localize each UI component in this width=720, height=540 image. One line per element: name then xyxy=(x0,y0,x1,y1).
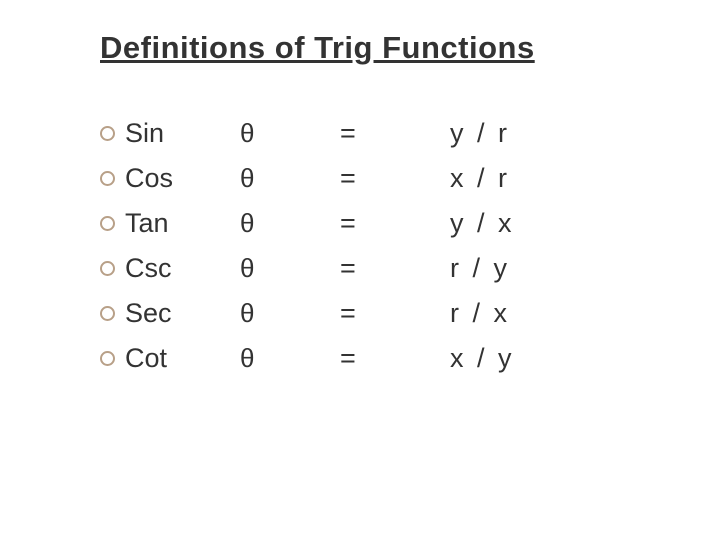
definition-sin: y / r xyxy=(450,118,640,149)
bullet-icon xyxy=(100,126,115,141)
definition-cos: x / r xyxy=(450,163,640,194)
bullet-icon xyxy=(100,351,115,366)
fn-label-cot: Cot xyxy=(125,343,167,374)
row-tan: Tan xyxy=(100,208,240,239)
row-cos: Cos xyxy=(100,163,240,194)
definition-csc: r / y xyxy=(450,253,640,284)
bullet-icon xyxy=(100,306,115,321)
slide: Definitions of Trig Functions Sin θ = y … xyxy=(0,0,720,414)
fn-label-tan: Tan xyxy=(125,208,169,239)
row-sin: Sin xyxy=(100,118,240,149)
fn-label-sin: Sin xyxy=(125,118,164,149)
equals-sign: = xyxy=(330,163,450,194)
definition-tan: y / x xyxy=(450,208,640,239)
definition-sec: r / x xyxy=(450,298,640,329)
definitions-grid: Sin θ = y / r Cos θ = x / r Tan θ = y / … xyxy=(100,118,630,374)
fn-label-cos: Cos xyxy=(125,163,173,194)
theta-symbol: θ xyxy=(240,298,330,329)
row-sec: Sec xyxy=(100,298,240,329)
fn-label-sec: Sec xyxy=(125,298,172,329)
theta-symbol: θ xyxy=(240,253,330,284)
theta-symbol: θ xyxy=(240,343,330,374)
row-cot: Cot xyxy=(100,343,240,374)
bullet-icon xyxy=(100,261,115,276)
slide-title: Definitions of Trig Functions xyxy=(100,30,630,66)
theta-symbol: θ xyxy=(240,208,330,239)
equals-sign: = xyxy=(330,208,450,239)
equals-sign: = xyxy=(330,118,450,149)
theta-symbol: θ xyxy=(240,118,330,149)
equals-sign: = xyxy=(330,253,450,284)
equals-sign: = xyxy=(330,298,450,329)
bullet-icon xyxy=(100,171,115,186)
row-csc: Csc xyxy=(100,253,240,284)
definition-cot: x / y xyxy=(450,343,640,374)
fn-label-csc: Csc xyxy=(125,253,172,284)
equals-sign: = xyxy=(330,343,450,374)
theta-symbol: θ xyxy=(240,163,330,194)
bullet-icon xyxy=(100,216,115,231)
